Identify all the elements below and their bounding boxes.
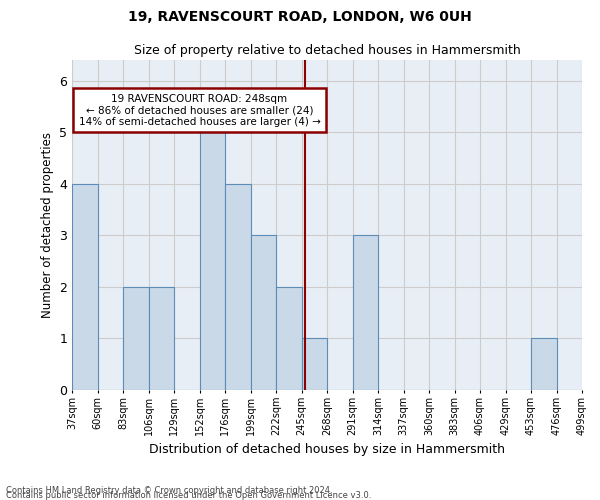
Bar (302, 338, 327, 390)
Bar (225, 184, 251, 390)
Text: 19, RAVENSCOURT ROAD, LONDON, W6 0UH: 19, RAVENSCOURT ROAD, LONDON, W6 0UH (128, 10, 472, 24)
X-axis label: Distribution of detached houses by size in Hammersmith: Distribution of detached houses by size … (149, 444, 505, 456)
Y-axis label: Number of detached properties: Number of detached properties (41, 132, 53, 318)
Bar (353, 236, 378, 390)
Text: Contains HM Land Registry data © Crown copyright and database right 2024.: Contains HM Land Registry data © Crown c… (6, 486, 332, 495)
Title: Size of property relative to detached houses in Hammersmith: Size of property relative to detached ho… (134, 44, 520, 58)
Text: 19 RAVENSCOURT ROAD: 248sqm
← 86% of detached houses are smaller (24)
14% of sem: 19 RAVENSCOURT ROAD: 248sqm ← 86% of det… (79, 94, 320, 126)
Bar (531, 338, 557, 390)
Bar (199, 132, 225, 390)
Bar (149, 287, 174, 390)
Bar (276, 287, 302, 390)
Bar (72, 184, 97, 390)
Bar (251, 236, 276, 390)
Text: Contains public sector information licensed under the Open Government Licence v3: Contains public sector information licen… (6, 491, 371, 500)
Bar (123, 287, 149, 390)
